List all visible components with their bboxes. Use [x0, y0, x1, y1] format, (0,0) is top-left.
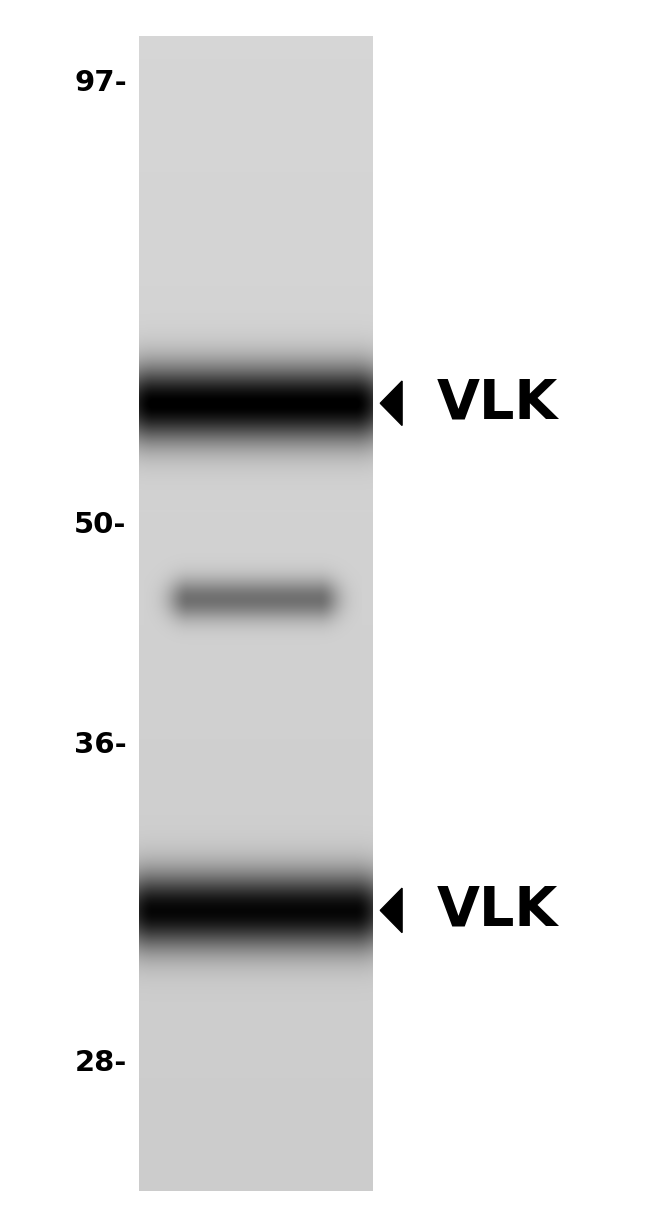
Text: VLK: VLK [436, 376, 558, 430]
Text: 97-: 97- [74, 70, 127, 97]
Polygon shape [380, 381, 402, 425]
Text: 28-: 28- [74, 1050, 127, 1077]
Text: VLK: VLK [436, 884, 558, 937]
Polygon shape [380, 888, 402, 932]
Text: 36-: 36- [74, 732, 127, 759]
Text: 50-: 50- [74, 512, 127, 539]
